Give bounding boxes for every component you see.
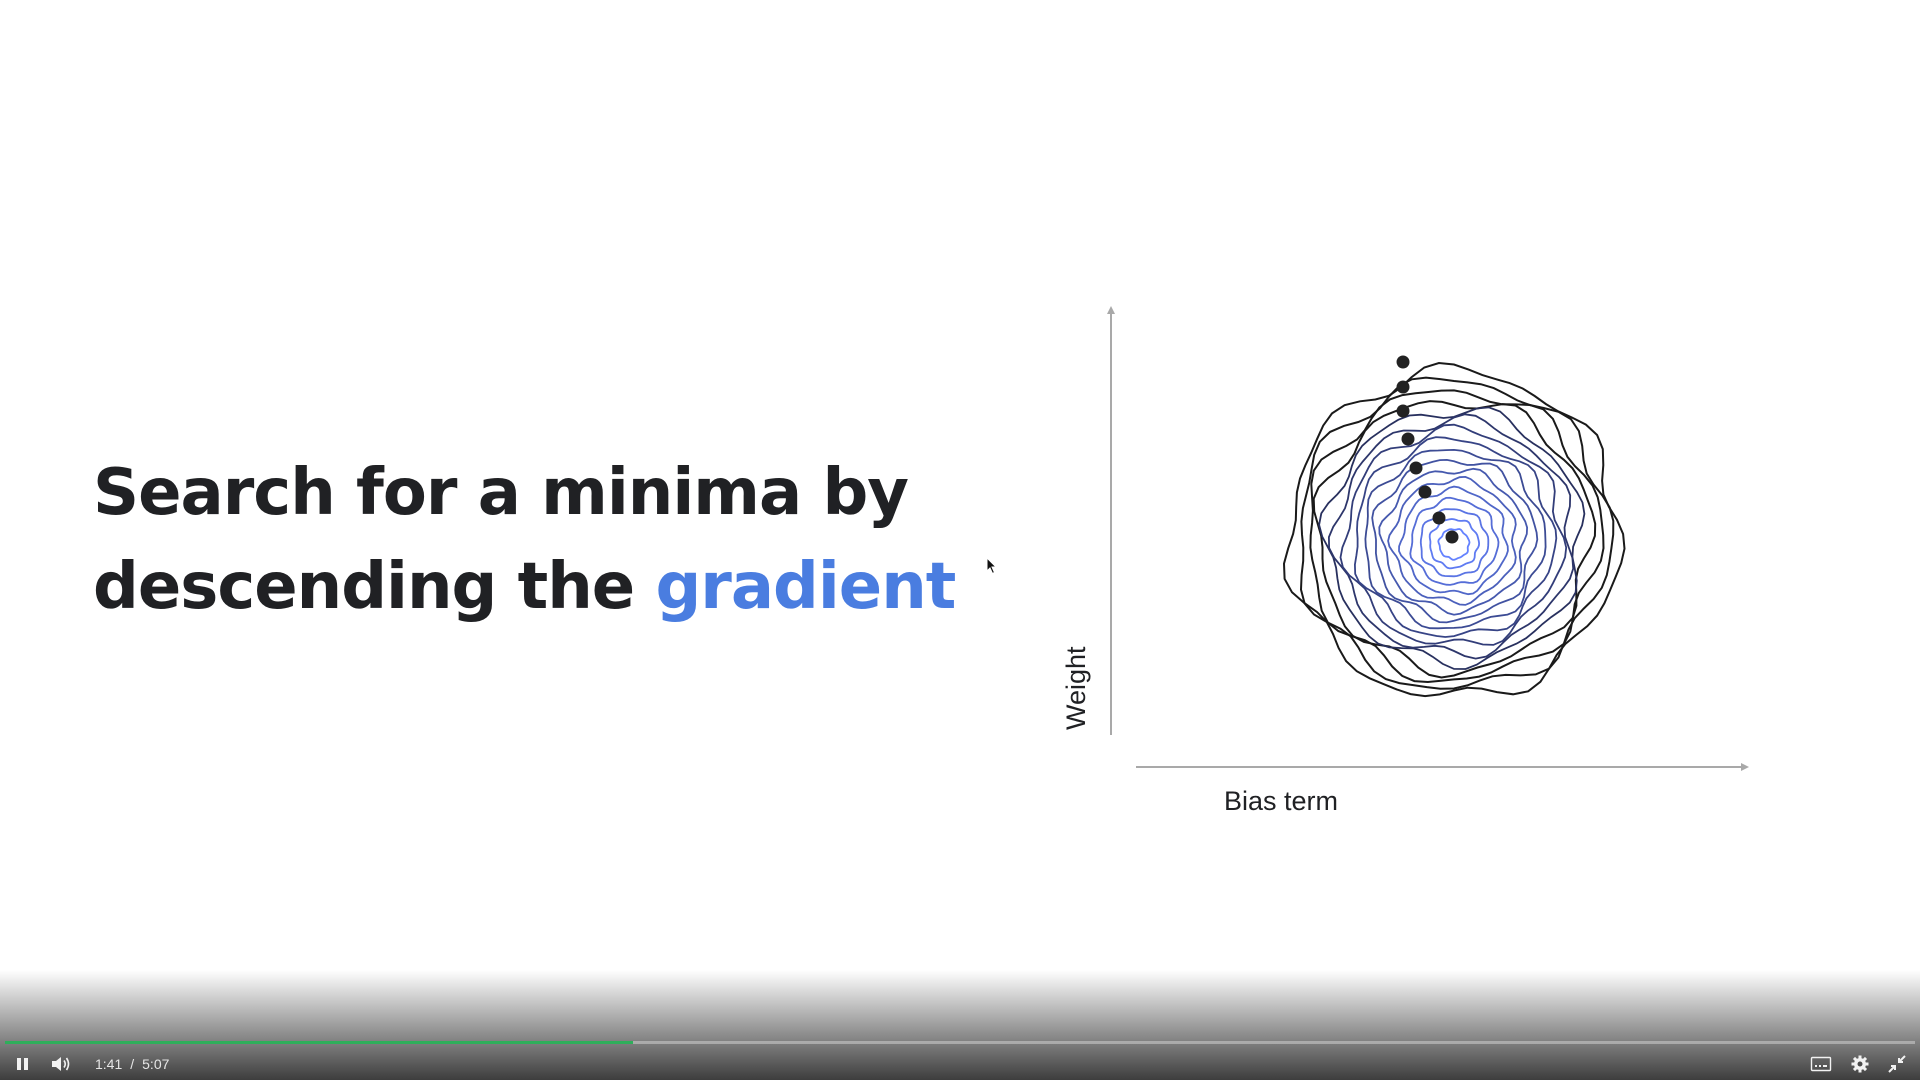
contour-ring [1437,528,1471,561]
contour-ring [1309,389,1605,684]
current-time: 1:41 [95,1056,123,1072]
player-controls: 1:41 / 5:07 [0,1048,1920,1080]
descent-step-dot [1445,530,1459,544]
contour-ring [1428,518,1481,570]
mouse-cursor-icon [986,557,998,575]
descent-step-dot [1401,432,1415,446]
closed-captions-icon [1810,1056,1832,1072]
gradient-descent-figure [1107,306,1749,771]
closed-captions-button[interactable] [1806,1048,1836,1080]
pause-button[interactable] [10,1048,36,1080]
x-axis-label: Bias term [1224,786,1339,816]
headline-line-2-prefix: descending the [93,550,635,624]
contour-ring [1398,485,1509,596]
volume-button[interactable] [46,1048,76,1080]
contour-ring [1339,423,1568,646]
descent-step-dot [1409,461,1423,475]
descent-step-dot [1396,355,1410,369]
contour-ring [1364,448,1547,630]
contour-ring [1419,508,1490,578]
slide-headline: Search for a minima by descending the gr… [93,446,993,634]
headline-line-1: Search for a minima by [93,456,909,530]
descent-step-dot [1396,380,1410,394]
pause-icon [17,1058,28,1070]
contour-ring [1409,496,1500,586]
x-axis [1136,763,1749,771]
contour-ring [1327,413,1575,660]
contour-ring [1353,436,1558,638]
contour-ring [1378,467,1529,616]
headline-accent-word: gradient [655,550,956,624]
contour-ring [1371,458,1539,624]
time-separator: / [130,1056,135,1072]
progress-played [5,1041,634,1044]
gear-icon [1851,1055,1869,1073]
contour-ring [1318,406,1586,670]
contour-ring [1387,475,1517,606]
descent-step-dot [1418,485,1432,499]
volume-icon [52,1057,70,1071]
duration: 5:07 [142,1056,170,1072]
headline-line-2: descending the gradient [93,540,993,634]
y-axis [1107,306,1115,735]
exit-fullscreen-icon [1888,1055,1906,1073]
time-display: 1:41 / 5:07 [95,1056,169,1072]
descent-step-dot [1396,404,1410,418]
loss-contours [1282,361,1626,698]
contour-ring [1282,361,1626,698]
progress-bar[interactable] [5,1041,1915,1044]
y-axis-label: Weight [1061,646,1091,730]
settings-button[interactable] [1845,1048,1875,1080]
descent-steps [1396,355,1459,544]
exit-fullscreen-button[interactable] [1882,1048,1912,1080]
descent-step-dot [1432,511,1446,525]
